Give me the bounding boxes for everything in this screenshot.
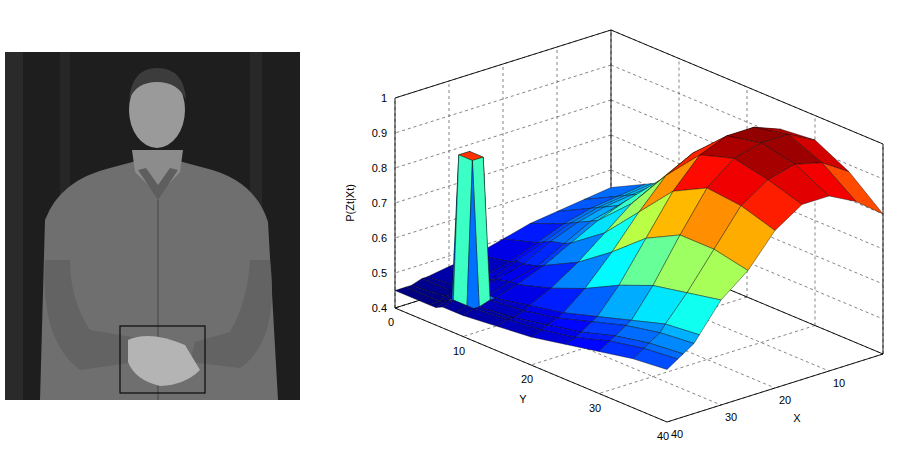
svg-text:0.6: 0.6: [372, 232, 387, 244]
svg-text:30: 30: [725, 411, 737, 423]
svg-text:40: 40: [671, 428, 683, 440]
svg-text:P(Zt|Xt): P(Zt|Xt): [344, 184, 356, 222]
svg-text:20: 20: [779, 394, 791, 406]
svg-text:0.8: 0.8: [372, 162, 387, 174]
svg-text:1: 1: [381, 92, 387, 104]
svg-text:Y: Y: [519, 393, 527, 405]
svg-text:10: 10: [453, 345, 465, 357]
svg-text:20: 20: [521, 373, 533, 385]
svg-text:0.4: 0.4: [372, 302, 387, 314]
svg-text:10: 10: [833, 377, 845, 389]
svg-text:30: 30: [589, 402, 601, 414]
svg-text:0: 0: [388, 316, 394, 328]
svg-text:0.7: 0.7: [372, 197, 387, 209]
svg-text:40: 40: [657, 430, 669, 442]
svg-text:0.9: 0.9: [372, 127, 387, 139]
svg-text:X: X: [793, 412, 801, 424]
svg-text:0.5: 0.5: [372, 267, 387, 279]
